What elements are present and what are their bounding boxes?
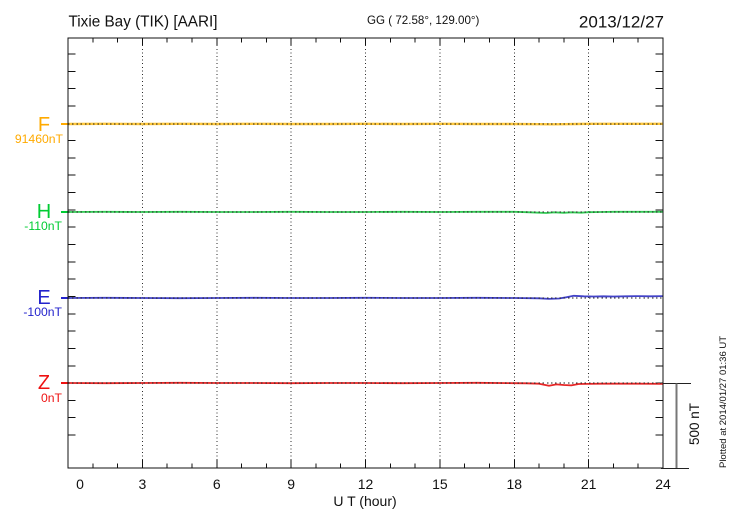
x-tick-label-15: 15 [432, 476, 448, 492]
x-tick-label-12: 12 [358, 476, 374, 492]
x-tick-label-0: 0 [76, 476, 84, 492]
x-tick-label-9: 9 [287, 476, 295, 492]
x-tick-label-24: 24 [655, 476, 671, 492]
plot-date: 2013/12/27 [579, 13, 664, 32]
geographic-coordinates: GG ( 72.58°, 129.00°) [367, 14, 480, 27]
component-label-F: F [38, 114, 50, 136]
baseline-layer [61, 123, 663, 384]
x-tick-labels: 0 3 6 9 12 15 18 21 24 [76, 476, 671, 492]
component-basevalue-Z: 0nT [41, 391, 63, 405]
scale-bar-label: 500 nT [687, 403, 702, 445]
component-label-E: E [37, 287, 50, 309]
component-basevalue-H: -110nT [24, 219, 62, 233]
trace-F [67, 122, 663, 126]
tick-layer [67, 38, 664, 468]
scale-bar [661, 382, 691, 470]
x-tick-label-6: 6 [213, 476, 221, 492]
component-label-H: H [37, 201, 51, 223]
component-label-Z: Z [38, 372, 50, 394]
component-labels: F 91460nT H -110nT E -100nT Z 0nT [15, 114, 64, 405]
x-tick-label-21: 21 [581, 476, 597, 492]
component-basevalue-F: 91460nT [15, 132, 64, 146]
plotted-at-note: Plotted at 2014/01/27 01:36 UT [718, 336, 729, 468]
x-tick-label-3: 3 [138, 476, 146, 492]
station-title: Tixie Bay (TIK) [AARI] [69, 14, 218, 31]
component-basevalue-E: -100nT [23, 305, 62, 319]
plot-frame [67, 37, 664, 469]
x-tick-label-18: 18 [506, 476, 522, 492]
x-axis-title: U T (hour) [333, 493, 396, 509]
